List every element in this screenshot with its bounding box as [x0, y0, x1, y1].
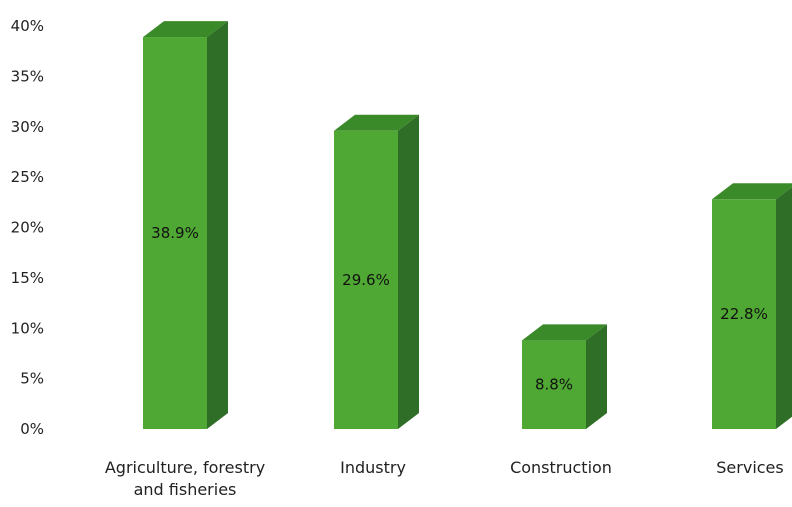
x-tick-label: Industry: [340, 458, 406, 477]
data-label: 8.8%: [535, 376, 573, 394]
y-tick-label: 25%: [11, 168, 44, 186]
bar: 29.6%: [334, 114, 419, 429]
y-tick-label: 10%: [11, 319, 44, 337]
y-tick-label: 35%: [11, 67, 44, 85]
x-axis: Agriculture, forestry and fisheries Indust…: [105, 458, 784, 499]
bar-top: [143, 21, 228, 38]
bar: 38.9%: [143, 21, 228, 430]
bar-front: [334, 130, 398, 429]
data-label: 38.9%: [151, 224, 199, 242]
y-tick-label: 40%: [11, 17, 44, 35]
bar-side: [776, 187, 792, 429]
bar-side: [207, 21, 228, 430]
y-tick-label: 30%: [11, 118, 44, 136]
x-tick-label: Services: [716, 458, 783, 477]
bar-top: [522, 324, 607, 341]
x-tick-label: Construction: [510, 458, 612, 477]
bars: 38.9% 29.6% 8.8% 22.8%: [143, 21, 792, 430]
y-tick-label: 5%: [20, 370, 44, 388]
y-tick-label: 15%: [11, 269, 44, 287]
bar-side: [398, 114, 419, 429]
bar-front: [522, 340, 586, 429]
x-tick-label: Agriculture, forestry and fisheries: [105, 458, 265, 499]
data-label: 29.6%: [342, 271, 390, 289]
bar-front: [712, 199, 776, 429]
data-label: 22.8%: [720, 305, 768, 323]
y-axis: 0% 5% 10% 15% 20% 25% 30% 35% 40%: [11, 17, 44, 438]
y-tick-label: 20%: [11, 219, 44, 237]
bar-top: [334, 114, 419, 131]
bar: 8.8%: [522, 324, 607, 429]
bar: 22.8%: [712, 183, 792, 429]
bar-side: [586, 324, 607, 429]
bar-top: [712, 183, 792, 200]
y-tick-label: 0%: [20, 420, 44, 438]
bar-front: [143, 37, 207, 430]
